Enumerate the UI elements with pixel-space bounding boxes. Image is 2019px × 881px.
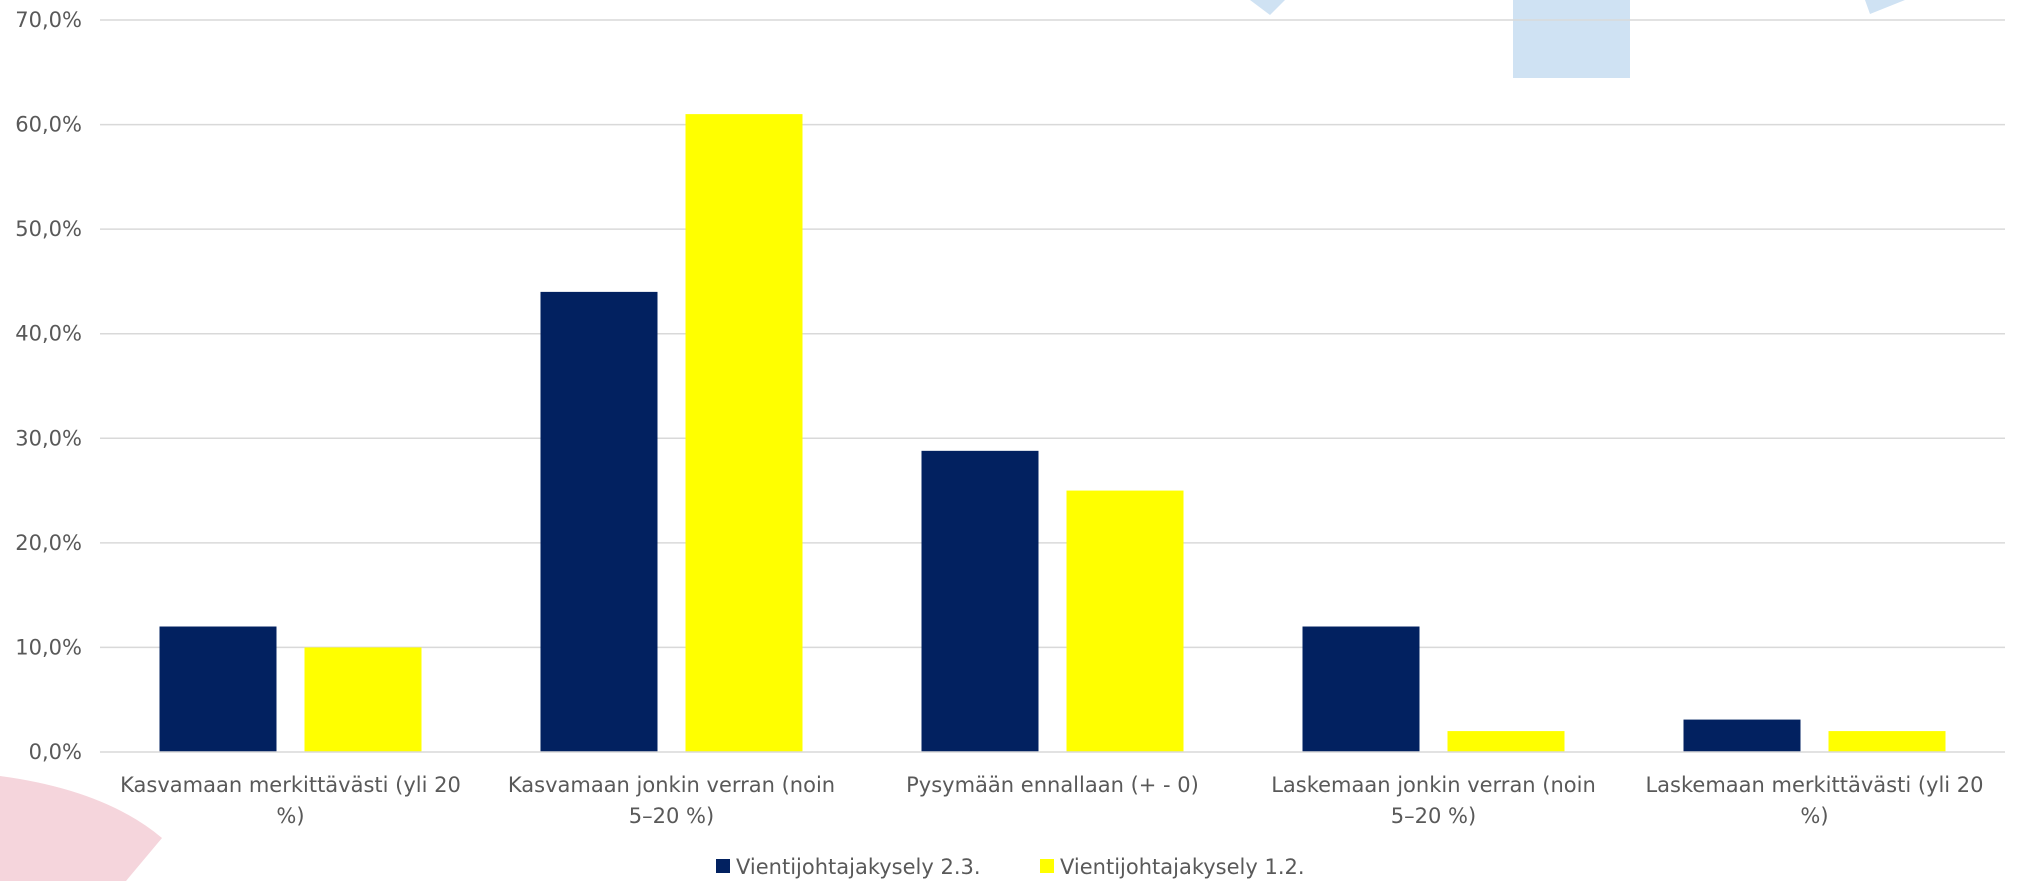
decor-blue-rect — [1513, 0, 1630, 78]
bars — [159, 114, 1946, 753]
legend-label: Vientijohtajakysely 1.2. — [1060, 855, 1305, 879]
y-tick-label: 50,0% — [15, 217, 82, 241]
y-tick-label: 30,0% — [15, 426, 82, 450]
y-tick-label: 60,0% — [15, 113, 82, 137]
y-tick-label: 70,0% — [15, 8, 82, 32]
bar — [1066, 490, 1184, 752]
background-decoration — [0, 0, 1905, 881]
category-label: 5–20 %) — [1391, 804, 1476, 828]
category-label: Kasvamaan jonkin verran (noin — [508, 773, 835, 797]
category-label: Laskemaan merkittävästi (yli 20 — [1645, 773, 1983, 797]
bar — [540, 291, 658, 752]
legend: Vientijohtajakysely 2.3. Vientijohtajakys… — [716, 855, 1305, 879]
bar — [1447, 731, 1565, 752]
bar — [1683, 719, 1801, 752]
gridlines — [100, 19, 2005, 649]
category-label: 5–20 %) — [629, 804, 714, 828]
y-tick-label: 10,0% — [15, 635, 82, 659]
legend-label: Vientijohtajakysely 2.3. — [736, 855, 981, 879]
bar — [159, 626, 277, 752]
bar — [685, 114, 803, 753]
bar — [1302, 626, 1420, 752]
decor-blue-arrow-left — [1250, 0, 1285, 15]
legend-swatch — [716, 859, 730, 873]
category-label: Pysymään ennallaan (+ - 0) — [906, 773, 1199, 797]
bar — [1828, 731, 1946, 752]
bar — [304, 647, 422, 752]
y-axis-ticks: 0,0% 10,0% 20,0% 30,0% 40,0% 50,0% 60,0% 70,0% — [15, 8, 82, 764]
decor-blue-arrow-right — [1865, 0, 1905, 14]
y-tick-label: 0,0% — [29, 740, 82, 764]
legend-swatch — [1040, 859, 1054, 873]
category-labels: Kasvamaan merkittävästi (yli 20%) Kasvama… — [120, 773, 1983, 828]
bar — [921, 450, 1039, 752]
category-label: Kasvamaan merkittävästi (yli 20 — [120, 773, 461, 797]
category-label: Laskemaan jonkin verran (noin — [1271, 773, 1596, 797]
decor-pink-shape — [0, 776, 162, 881]
category-label: %) — [276, 804, 304, 828]
y-tick-label: 20,0% — [15, 531, 82, 555]
category-label: %) — [1800, 804, 1828, 828]
y-tick-label: 40,0% — [15, 322, 82, 346]
